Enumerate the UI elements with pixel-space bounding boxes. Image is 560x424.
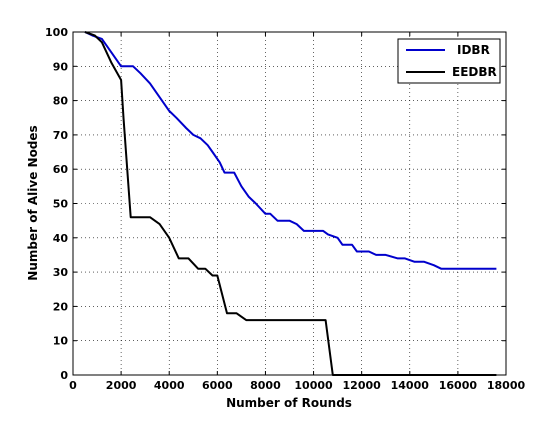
x-tick-label: 2000 bbox=[106, 379, 137, 392]
y-tick-label: 70 bbox=[53, 129, 69, 142]
axis-ticks: 0 2000 4000 6000 8000 10000 12000 14000 16000 180… bbox=[45, 26, 525, 392]
y-tick-label: 90 bbox=[53, 60, 69, 73]
x-tick-label: 12000 bbox=[343, 379, 382, 392]
legend-box bbox=[397, 38, 501, 84]
x-tick-label: 18000 bbox=[487, 379, 526, 392]
y-tick-label: 100 bbox=[45, 26, 68, 39]
x-axis-label: Number of Rounds bbox=[226, 396, 352, 410]
x-tick-label: 4000 bbox=[154, 379, 185, 392]
y-axis-label: Number of Alive Nodes bbox=[26, 125, 40, 280]
legend: IDBR EEDBR bbox=[397, 38, 501, 84]
y-tick-label: 10 bbox=[53, 335, 69, 348]
y-tick-label: 30 bbox=[53, 266, 69, 279]
grid-lines bbox=[73, 32, 506, 375]
x-tick-label: 16000 bbox=[439, 379, 478, 392]
x-tick-label: 6000 bbox=[202, 379, 233, 392]
y-tick-label: 60 bbox=[53, 163, 69, 176]
y-tick-label: 40 bbox=[53, 232, 69, 245]
y-tick-label: 80 bbox=[53, 95, 69, 108]
x-tick-label: 0 bbox=[69, 379, 77, 392]
series-line-idbr bbox=[84, 31, 497, 270]
legend-label-eedbr: EEDBR bbox=[452, 65, 497, 79]
y-tick-label: 50 bbox=[53, 198, 69, 211]
series-lines bbox=[84, 31, 497, 376]
y-tick-label: 0 bbox=[60, 369, 68, 382]
series-line-eedbr bbox=[84, 31, 497, 376]
x-tick-label: 14000 bbox=[391, 379, 430, 392]
legend-label-idbr: IDBR bbox=[457, 43, 490, 57]
y-tick-label: 20 bbox=[53, 300, 69, 313]
x-tick-label: 8000 bbox=[250, 379, 281, 392]
x-tick-label: 10000 bbox=[294, 379, 333, 392]
